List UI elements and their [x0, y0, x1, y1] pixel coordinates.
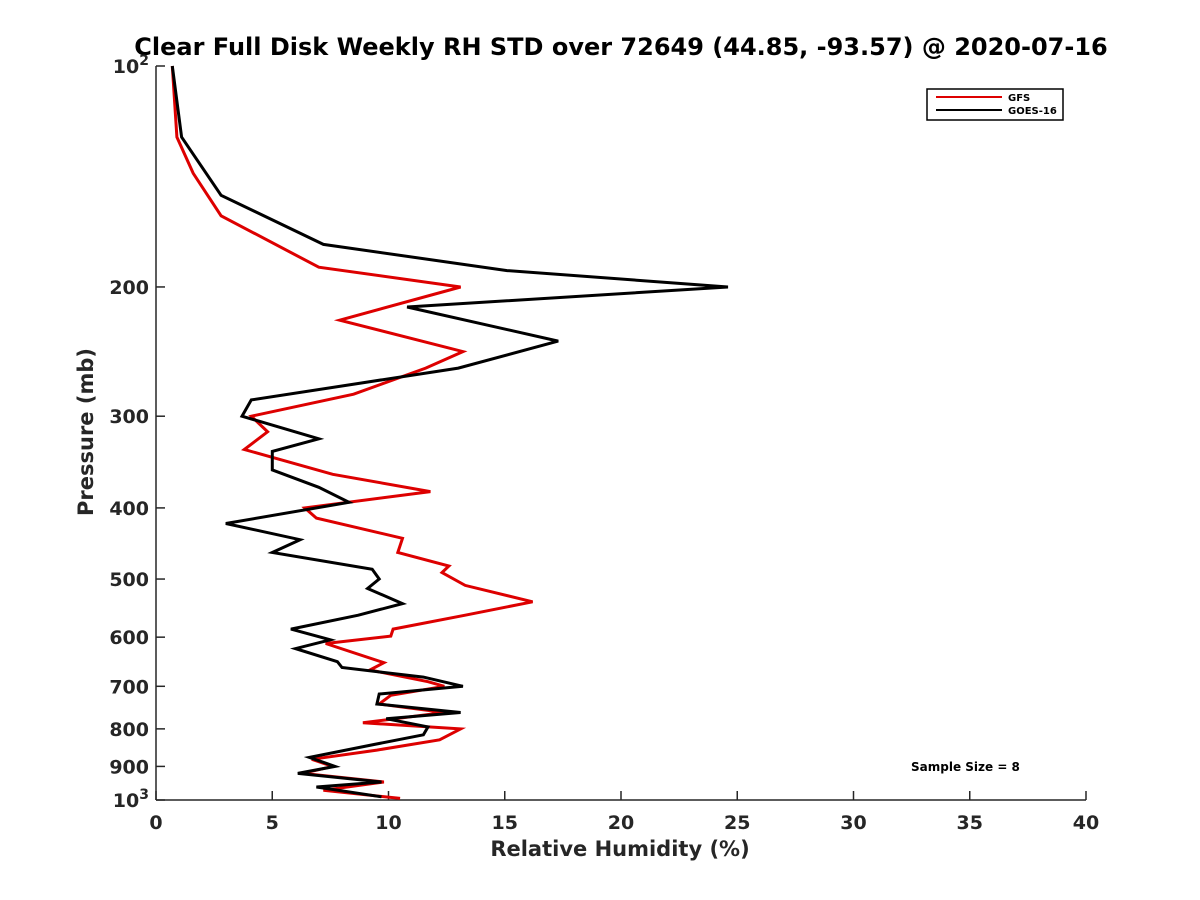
- sample-size-annotation: Sample Size = 8: [911, 760, 1020, 774]
- chart-title: Clear Full Disk Weekly RH STD over 72649…: [134, 33, 1107, 61]
- y-tick-label: 500: [109, 569, 149, 591]
- y-tick-label: 300: [109, 406, 149, 428]
- y-axis-label: Pressure (mb): [74, 348, 98, 516]
- x-axis-ticks: 0 5 10 15 20 25 30 35 40: [149, 791, 1099, 834]
- y-tick-label: 700: [109, 676, 149, 698]
- x-axis-label: Relative Humidity (%): [490, 837, 749, 861]
- x-tick-label: 15: [492, 812, 518, 834]
- y-tick-label: 200: [109, 277, 149, 299]
- x-tick-label: 25: [724, 812, 750, 834]
- x-tick-label: 10: [375, 812, 401, 834]
- legend-box: [926, 88, 1064, 121]
- x-tick-label: 5: [266, 812, 279, 834]
- y-tick-label: 103: [113, 787, 149, 812]
- series-layer: [170, 65, 729, 800]
- y-tick-label: 800: [109, 719, 149, 741]
- legend-label-gfs: GFS: [1008, 93, 1030, 104]
- x-tick-label: 35: [957, 812, 983, 834]
- series-line-gfs: [170, 65, 533, 800]
- y-tick-label: 400: [109, 498, 149, 520]
- legend: GFS GOES-16: [926, 88, 1064, 121]
- y-tick-label: 600: [109, 627, 149, 649]
- y-tick-label: 102: [113, 53, 149, 78]
- legend-label-goes16: GOES-16: [1008, 106, 1057, 117]
- y-axis-ticks: 102 200 300 400 500 600 700 800 900 103: [109, 53, 165, 812]
- x-tick-label: 20: [608, 812, 634, 834]
- x-tick-label: 0: [149, 812, 162, 834]
- y-tick-label: 900: [109, 756, 149, 778]
- x-tick-label: 40: [1073, 812, 1099, 834]
- series-line-goes16: [170, 65, 729, 799]
- x-tick-label: 30: [840, 812, 866, 834]
